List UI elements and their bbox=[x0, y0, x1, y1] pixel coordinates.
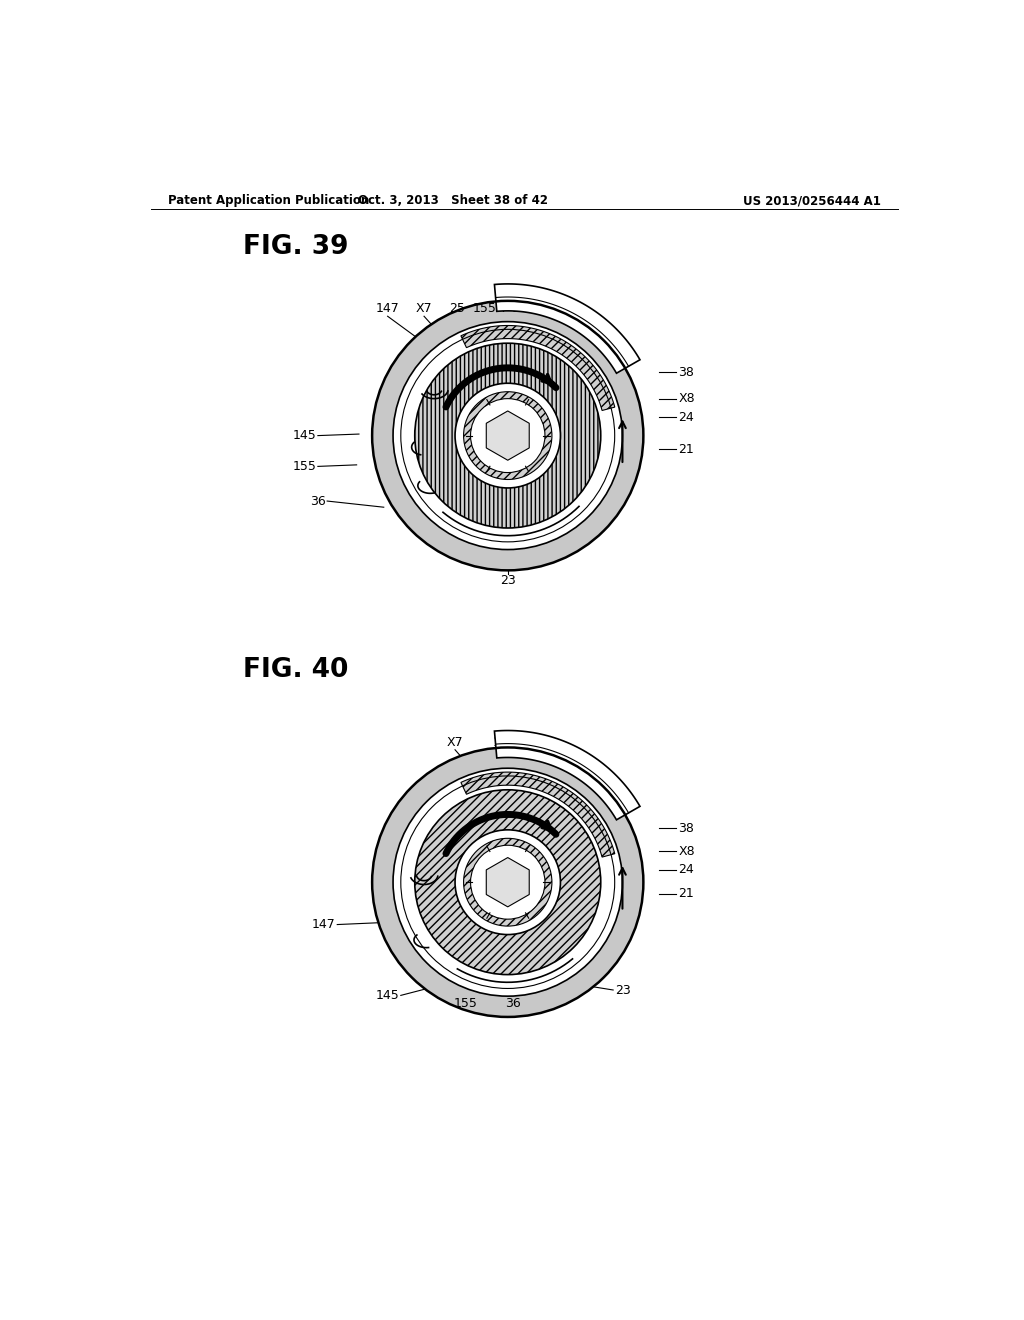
Text: 24: 24 bbox=[678, 863, 694, 876]
Ellipse shape bbox=[393, 322, 623, 549]
Text: FIG. 39: FIG. 39 bbox=[243, 234, 348, 260]
Ellipse shape bbox=[393, 322, 623, 549]
Text: FIG. 40: FIG. 40 bbox=[243, 657, 348, 684]
Text: 145: 145 bbox=[293, 429, 316, 442]
Ellipse shape bbox=[471, 399, 545, 473]
Text: 38: 38 bbox=[678, 366, 694, 379]
Text: 36: 36 bbox=[310, 495, 326, 508]
Text: X7: X7 bbox=[416, 302, 432, 315]
Text: X8: X8 bbox=[678, 845, 695, 858]
Ellipse shape bbox=[393, 768, 623, 997]
Polygon shape bbox=[461, 326, 614, 411]
Text: X7: X7 bbox=[446, 735, 464, 748]
Text: 36: 36 bbox=[505, 997, 521, 1010]
Ellipse shape bbox=[372, 747, 643, 1016]
Ellipse shape bbox=[464, 838, 552, 927]
Polygon shape bbox=[495, 284, 640, 374]
Polygon shape bbox=[486, 858, 529, 907]
Text: 24: 24 bbox=[678, 411, 694, 424]
Text: 25: 25 bbox=[450, 302, 465, 315]
Polygon shape bbox=[461, 772, 614, 857]
Text: 155: 155 bbox=[454, 997, 477, 1010]
Polygon shape bbox=[486, 411, 529, 461]
Text: 38: 38 bbox=[678, 822, 694, 834]
Text: 147: 147 bbox=[376, 302, 399, 315]
Text: 23: 23 bbox=[614, 983, 631, 997]
Ellipse shape bbox=[455, 830, 560, 935]
Ellipse shape bbox=[415, 789, 601, 974]
Ellipse shape bbox=[415, 343, 601, 528]
Polygon shape bbox=[495, 730, 640, 820]
Text: X8: X8 bbox=[678, 392, 695, 405]
Text: 21: 21 bbox=[678, 887, 694, 900]
Ellipse shape bbox=[455, 383, 560, 488]
Text: 23: 23 bbox=[500, 574, 516, 587]
Text: US 2013/0256444 A1: US 2013/0256444 A1 bbox=[743, 194, 882, 207]
Text: 155A: 155A bbox=[472, 302, 505, 315]
Text: 155A: 155A bbox=[494, 735, 525, 748]
Text: Oct. 3, 2013   Sheet 38 of 42: Oct. 3, 2013 Sheet 38 of 42 bbox=[358, 194, 549, 207]
Text: Patent Application Publication: Patent Application Publication bbox=[168, 194, 370, 207]
Text: 156: 156 bbox=[511, 302, 536, 315]
Text: 147: 147 bbox=[312, 917, 336, 931]
Text: 21: 21 bbox=[678, 444, 694, 455]
Ellipse shape bbox=[471, 845, 545, 919]
Ellipse shape bbox=[393, 768, 623, 997]
Ellipse shape bbox=[372, 301, 643, 570]
Ellipse shape bbox=[464, 392, 552, 479]
Text: 155: 155 bbox=[293, 459, 316, 473]
Text: 156: 156 bbox=[530, 735, 555, 748]
Text: 145: 145 bbox=[376, 989, 399, 1002]
